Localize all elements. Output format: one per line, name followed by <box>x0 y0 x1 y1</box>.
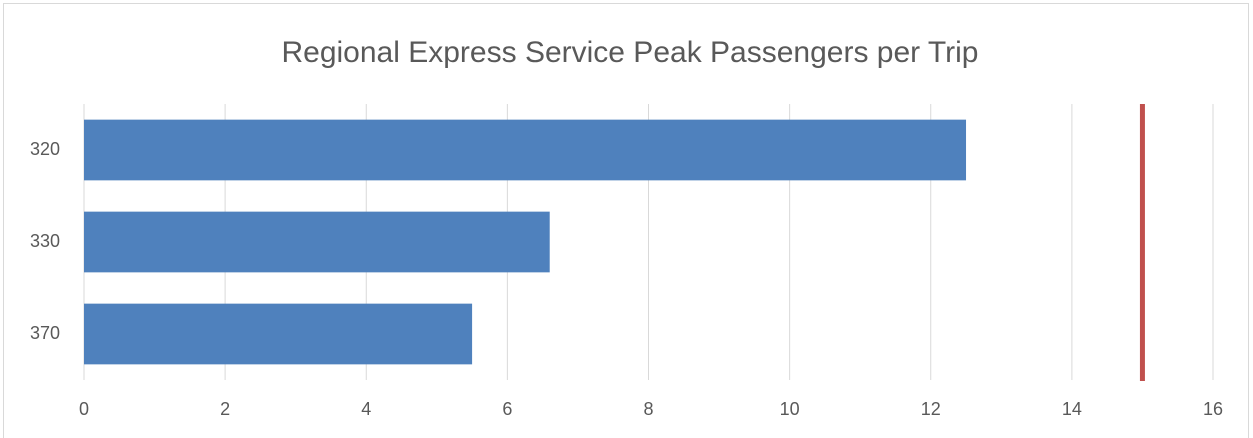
bar <box>84 119 967 181</box>
y-tick-label: 330 <box>30 231 60 251</box>
x-tick-label: 4 <box>361 399 371 419</box>
x-tick-label: 14 <box>1062 399 1082 419</box>
chart-title: Regional Express Service Peak Passengers… <box>281 36 978 69</box>
bar <box>84 303 473 365</box>
x-tick-label: 6 <box>502 399 512 419</box>
y-tick-label: 370 <box>30 323 60 343</box>
y-tick-label: 320 <box>30 139 60 159</box>
bar <box>84 211 550 273</box>
x-tick-label: 2 <box>220 399 230 419</box>
x-tick-label: 0 <box>79 399 89 419</box>
x-tick-label: 10 <box>780 399 800 419</box>
x-tick-label: 8 <box>643 399 653 419</box>
x-tick-label: 16 <box>1203 399 1223 419</box>
x-tick-label: 12 <box>921 399 941 419</box>
